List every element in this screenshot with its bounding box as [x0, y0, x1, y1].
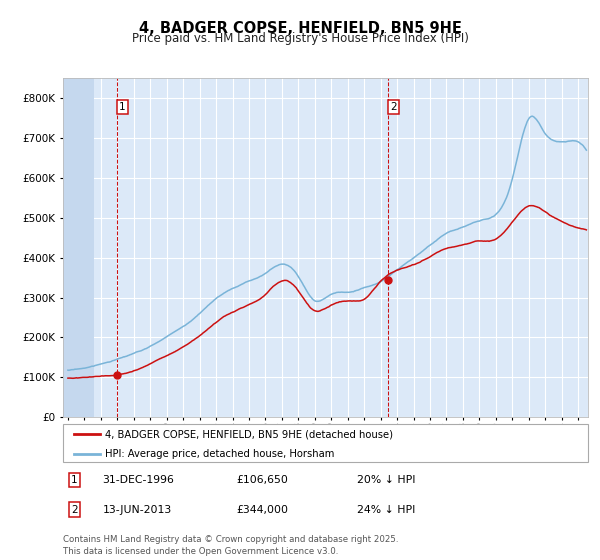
- Text: 24% ↓ HPI: 24% ↓ HPI: [357, 505, 415, 515]
- Text: 2: 2: [390, 102, 397, 113]
- Text: 20% ↓ HPI: 20% ↓ HPI: [357, 475, 415, 485]
- Text: £344,000: £344,000: [236, 505, 288, 515]
- FancyBboxPatch shape: [63, 424, 588, 462]
- Text: 31-DEC-1996: 31-DEC-1996: [103, 475, 174, 485]
- Bar: [63, 78, 94, 417]
- Text: £106,650: £106,650: [236, 475, 288, 485]
- Text: HPI: Average price, detached house, Horsham: HPI: Average price, detached house, Hors…: [105, 449, 334, 459]
- Text: Price paid vs. HM Land Registry's House Price Index (HPI): Price paid vs. HM Land Registry's House …: [131, 32, 469, 45]
- Text: 4, BADGER COPSE, HENFIELD, BN5 9HE (detached house): 4, BADGER COPSE, HENFIELD, BN5 9HE (deta…: [105, 429, 393, 439]
- Text: 4, BADGER COPSE, HENFIELD, BN5 9HE: 4, BADGER COPSE, HENFIELD, BN5 9HE: [139, 21, 461, 36]
- Text: 1: 1: [71, 475, 78, 485]
- Text: 2: 2: [71, 505, 78, 515]
- Text: Contains HM Land Registry data © Crown copyright and database right 2025.
This d: Contains HM Land Registry data © Crown c…: [63, 535, 398, 556]
- Text: 13-JUN-2013: 13-JUN-2013: [103, 505, 172, 515]
- Text: 1: 1: [119, 102, 126, 113]
